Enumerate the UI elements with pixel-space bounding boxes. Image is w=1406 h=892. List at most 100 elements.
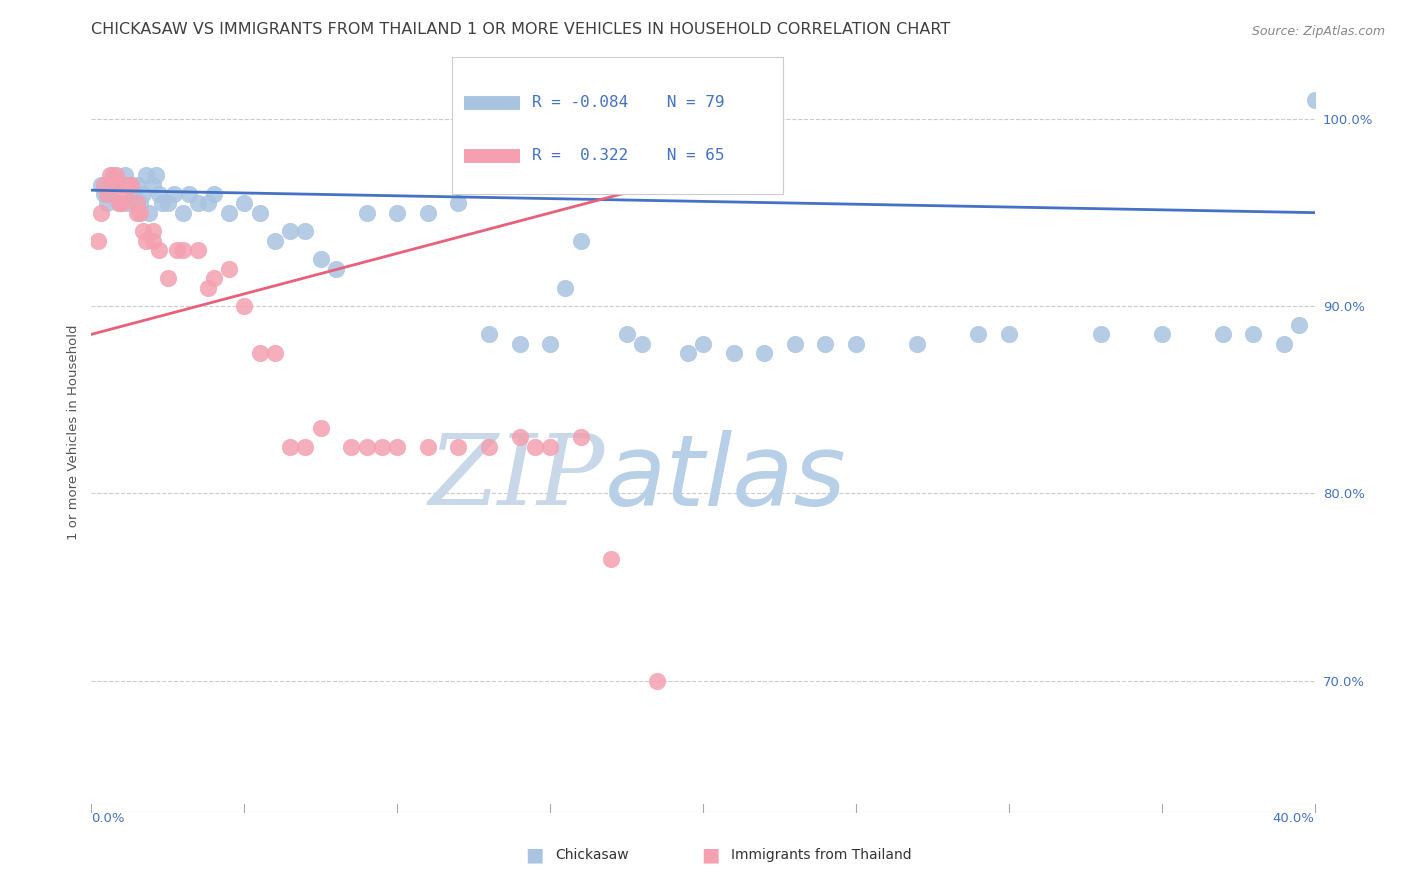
Text: R =  0.322    N = 65: R = 0.322 N = 65 [531,148,724,163]
Point [218,205,240,219]
Point [998,327,1021,342]
Point [117,178,139,192]
Point [478,440,501,454]
Point [233,299,256,313]
Point [96,196,118,211]
Point [814,336,837,351]
Point [129,205,152,219]
Point [278,224,301,238]
Point [93,178,115,192]
Point [187,243,209,257]
Point [692,336,714,351]
Point [294,224,316,238]
FancyBboxPatch shape [453,57,783,194]
Point [385,205,409,219]
Point [1090,327,1112,342]
Point [108,196,131,211]
Point [645,673,668,688]
Point [631,336,654,351]
Text: 0.0%: 0.0% [91,812,125,825]
Point [356,440,378,454]
Point [101,178,124,192]
Point [120,178,142,192]
Point [554,280,576,294]
Point [150,196,173,211]
Point [309,252,332,267]
Point [166,243,188,257]
Point [101,168,124,182]
Point [600,552,623,566]
Point [156,196,179,211]
Point [416,205,439,219]
Text: Chickasaw: Chickasaw [555,847,628,862]
Point [163,186,186,201]
Point [202,186,225,201]
Point [179,186,201,201]
Point [264,346,287,360]
Y-axis label: 1 or more Vehicles in Household: 1 or more Vehicles in Household [67,325,80,541]
Point [108,196,131,211]
Point [447,440,470,454]
Point [111,196,134,211]
Point [416,440,439,454]
Point [264,234,287,248]
Point [111,178,134,192]
Point [478,327,501,342]
Text: R = -0.084    N = 79: R = -0.084 N = 79 [531,95,724,111]
Point [114,168,136,182]
Point [509,430,531,444]
Text: atlas: atlas [605,430,846,526]
Point [145,168,167,182]
Point [1150,327,1173,342]
Point [845,336,868,351]
Point [156,271,179,285]
Point [98,168,121,182]
Point [90,205,112,219]
Point [1243,327,1265,342]
Point [148,186,170,201]
Text: ZIP: ZIP [429,431,605,525]
Point [538,336,561,351]
Text: CHICKASAW VS IMMIGRANTS FROM THAILAND 1 OR MORE VEHICLES IN HOUSEHOLD CORRELATIO: CHICKASAW VS IMMIGRANTS FROM THAILAND 1 … [91,22,950,37]
Point [905,336,928,351]
Point [616,327,638,342]
Point [294,440,316,454]
Point [135,168,157,182]
Point [98,186,121,201]
Point [523,440,546,454]
Point [278,440,301,454]
Text: Source: ZipAtlas.com: Source: ZipAtlas.com [1251,25,1385,38]
Point [127,196,149,211]
Point [122,186,145,201]
Point [93,186,115,201]
Point [1303,93,1326,107]
Point [1272,336,1295,351]
Point [967,327,990,342]
Point [233,196,256,211]
Point [148,243,170,257]
Point [129,196,152,211]
Text: ■: ■ [524,845,544,864]
Point [538,440,561,454]
Point [111,178,134,192]
Point [249,205,271,219]
Text: ■: ■ [700,845,720,864]
Point [723,346,745,360]
Point [385,440,409,454]
Point [249,346,271,360]
Point [127,178,149,192]
Point [197,196,219,211]
Point [132,186,155,201]
Point [172,243,194,257]
Point [754,346,776,360]
Point [141,224,163,238]
Point [340,440,363,454]
Point [676,346,699,360]
Point [120,178,142,192]
Point [447,196,470,211]
Point [783,336,806,351]
Point [309,421,332,435]
Point [135,234,157,248]
Point [569,430,592,444]
Point [141,234,163,248]
